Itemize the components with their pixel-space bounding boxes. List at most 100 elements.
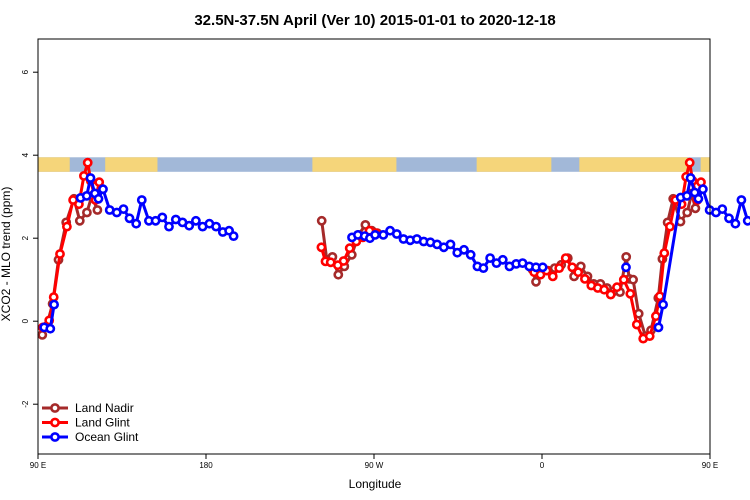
data-point — [55, 249, 65, 259]
data-point — [98, 184, 108, 195]
data-point — [118, 204, 129, 214]
plot-frame — [37, 38, 711, 455]
x-tick-label: 90 E — [30, 461, 46, 470]
legend-swatch-marker — [50, 417, 60, 428]
data-point — [45, 323, 56, 334]
y-axis-label: XCO2 - MLO trend (ppm) — [0, 187, 13, 322]
y-tick-label: 4 — [21, 152, 30, 157]
data-point — [653, 322, 664, 333]
data-point — [742, 215, 750, 226]
data-point — [370, 229, 380, 240]
x-tick-label: 90 E — [702, 461, 718, 470]
data-point — [124, 213, 135, 224]
legend-label: Ocean Glint — [75, 430, 139, 444]
data-point — [573, 267, 584, 278]
data-point — [92, 205, 103, 215]
data-point — [48, 292, 59, 302]
data-point — [628, 274, 638, 285]
data-point — [612, 282, 622, 293]
data-point — [316, 242, 327, 253]
data-point — [724, 213, 734, 224]
data-point — [378, 229, 389, 240]
land-segment — [579, 157, 688, 172]
x-tick-label: 90 W — [365, 461, 384, 470]
data-point — [554, 263, 565, 273]
data-point — [338, 256, 349, 266]
data-point — [537, 262, 548, 273]
data-point — [74, 215, 85, 226]
land-segment — [38, 157, 70, 172]
data-point — [211, 221, 221, 232]
data-point — [625, 288, 636, 299]
data-point — [651, 311, 661, 322]
data-point — [684, 157, 695, 168]
data-point — [665, 221, 675, 232]
data-point — [478, 263, 489, 273]
legend-item: Land Nadir — [42, 401, 134, 415]
data-point — [391, 229, 402, 239]
x-tick-label: 0 — [540, 461, 545, 470]
data-point — [547, 271, 558, 282]
data-point — [49, 299, 59, 310]
series-group — [37, 157, 750, 344]
y-tick-label: 6 — [21, 69, 30, 74]
legend-label: Land Nadir — [75, 401, 134, 415]
x-axis: 90 E 180 90 W 0 90 E — [30, 454, 718, 470]
data-point — [465, 249, 476, 260]
chart-title: 32.5N-37.5N April (Ver 10) 2015-01-01 to… — [194, 12, 555, 29]
x-tick-label: 180 — [199, 461, 213, 470]
data-point — [717, 204, 728, 214]
data-point — [94, 177, 105, 188]
legend-item: Ocean Glint — [42, 430, 139, 444]
data-point — [190, 215, 201, 226]
data-point — [485, 253, 495, 263]
y-tick-label: -2 — [21, 400, 30, 408]
data-point — [659, 248, 670, 258]
data-point — [685, 173, 696, 183]
data-point — [621, 262, 631, 273]
data-point — [631, 319, 642, 330]
data-point — [445, 239, 456, 250]
legend-swatch-marker — [50, 403, 60, 413]
data-point — [157, 212, 168, 223]
data-point — [37, 329, 48, 340]
data-point — [682, 190, 692, 201]
data-point — [82, 157, 93, 168]
data-point — [644, 331, 655, 341]
data-point — [654, 291, 665, 302]
data-point — [81, 190, 92, 201]
data-point — [184, 220, 195, 231]
land-ocean-band — [38, 157, 710, 172]
data-point — [580, 273, 590, 284]
data-point — [85, 173, 96, 183]
series-line — [533, 161, 703, 341]
y-tick-label: 0 — [21, 318, 30, 323]
legend-label: Land Glint — [75, 416, 130, 430]
data-point — [497, 254, 508, 265]
data-point — [690, 203, 701, 214]
data-point — [693, 193, 704, 204]
data-point — [567, 262, 578, 273]
data-point — [459, 244, 469, 255]
legend-item: Land Glint — [42, 416, 130, 430]
data-point — [531, 276, 541, 287]
data-point — [131, 218, 142, 229]
data-point — [62, 221, 72, 232]
data-point — [621, 251, 632, 262]
land-segment — [476, 157, 552, 172]
data-point — [736, 195, 747, 205]
data-point — [333, 269, 344, 280]
data-point — [618, 274, 629, 285]
data-point — [136, 195, 147, 205]
data-point — [228, 231, 239, 241]
data-point — [93, 193, 104, 204]
data-point — [316, 215, 327, 226]
series-ocean-glint — [39, 173, 750, 334]
data-point — [658, 299, 668, 310]
data-point — [82, 207, 92, 218]
data-point — [698, 184, 708, 195]
land-segment — [700, 157, 710, 172]
land-segment — [312, 157, 397, 172]
